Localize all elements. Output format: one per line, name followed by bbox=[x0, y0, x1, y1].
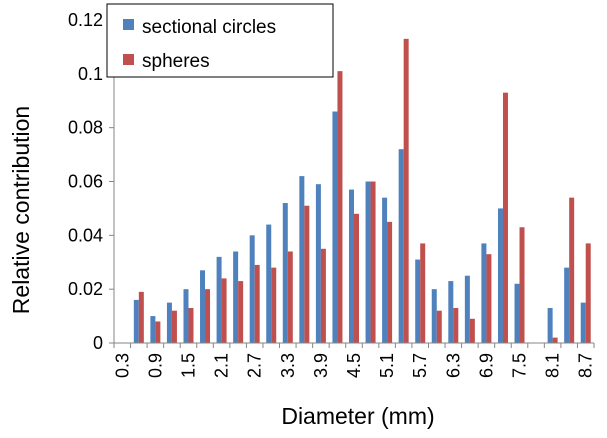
bar-sectional-circles-8.7 bbox=[580, 302, 586, 344]
y-tick-label: 0.04 bbox=[68, 225, 103, 245]
bar-spheres-4.8 bbox=[370, 181, 376, 343]
bar-sectional-circles-6.6 bbox=[464, 275, 470, 343]
x-tick-label: 6.9 bbox=[476, 353, 496, 378]
bar-sectional-circles-1.2 bbox=[166, 302, 172, 344]
x-tick-label: 7.5 bbox=[510, 353, 530, 378]
bar-spheres-5.1 bbox=[387, 221, 393, 344]
bar-sectional-circles-3.9 bbox=[315, 184, 321, 343]
bar-spheres-3.6 bbox=[304, 205, 310, 343]
bar-sectional-circles-4.5 bbox=[349, 189, 354, 343]
legend-swatch-spheres bbox=[123, 54, 134, 65]
bar-spheres-0.6 bbox=[138, 291, 144, 343]
x-tick-labels: 0.3 0.9 1.5 2.1 2.7 3.3 3.9 4.5 5.1 5.7 6.3 6.9 7.5 8… bbox=[112, 353, 595, 378]
bar-spheres-8.7 bbox=[585, 243, 591, 343]
bar-sectional-circles-5.4 bbox=[398, 149, 404, 343]
bar-spheres-3.0 bbox=[271, 267, 277, 343]
bar-spheres-6.6 bbox=[469, 318, 475, 343]
bar-spheres-7.2 bbox=[502, 92, 508, 343]
bar-spheres-1.2 bbox=[171, 310, 177, 343]
x-tick-label: 8.7 bbox=[576, 353, 596, 378]
x-tick-label: 0.9 bbox=[145, 353, 165, 378]
bar-spheres-4.2 bbox=[337, 71, 343, 343]
bar-spheres-5.7 bbox=[420, 243, 426, 343]
bar-sectional-circles-6.0 bbox=[431, 289, 437, 343]
bar-sectional-circles-8.1 bbox=[547, 308, 553, 343]
x-tick-label: 5.7 bbox=[410, 353, 430, 378]
x-tick-label: 3.9 bbox=[311, 353, 331, 378]
legend-label-sectional-circles: sectional circles bbox=[142, 17, 276, 38]
bar-sectional-circles-2.4 bbox=[233, 251, 239, 343]
bar-spheres-7.5 bbox=[519, 227, 525, 343]
y-tick-label: 0.08 bbox=[68, 118, 103, 138]
bar-sectional-circles-8.4 bbox=[564, 267, 570, 343]
bar-spheres-1.8 bbox=[205, 289, 211, 343]
bar-spheres-6.0 bbox=[436, 310, 442, 343]
x-tick-label: 2.7 bbox=[245, 353, 265, 378]
bar-sectional-circles-5.7 bbox=[415, 259, 421, 343]
bar-sectional-circles-4.8 bbox=[365, 181, 371, 343]
bar-sectional-circles-1.5 bbox=[183, 289, 189, 343]
y-axis-title: Relative contribution bbox=[8, 106, 34, 314]
axes-group bbox=[109, 18, 595, 348]
bar-sectional-circles-3.6 bbox=[299, 176, 305, 343]
y-tick-label: 0.1 bbox=[78, 64, 103, 84]
x-tick-label: 3.3 bbox=[278, 353, 298, 378]
bar-spheres-2.4 bbox=[238, 281, 244, 343]
bar-spheres-6.9 bbox=[486, 254, 492, 343]
bar-sectional-circles-7.5 bbox=[514, 283, 520, 343]
legend-box bbox=[106, 3, 334, 78]
bar-spheres-6.3 bbox=[453, 308, 459, 343]
bar-spheres-3.9 bbox=[320, 248, 326, 343]
bar-sectional-circles-5.1 bbox=[382, 197, 388, 343]
bar-spheres-2.1 bbox=[221, 278, 227, 343]
bar-sectional-circles-7.2 bbox=[497, 208, 503, 343]
bar-sectional-circles-3.0 bbox=[266, 224, 272, 343]
bar-sectional-circles-0.6 bbox=[133, 299, 139, 343]
bar-spheres-4.5 bbox=[354, 213, 359, 343]
bar-sectional-circles-6.3 bbox=[448, 281, 454, 343]
y-tick-label: 0 bbox=[93, 333, 103, 353]
bar-sectional-circles-6.9 bbox=[481, 243, 487, 343]
bar-sectional-circles-2.1 bbox=[216, 256, 222, 343]
x-tick-label: 0.3 bbox=[112, 353, 132, 378]
bar-spheres-2.7 bbox=[254, 264, 260, 343]
bar-spheres-5.4 bbox=[403, 38, 409, 344]
legend-label-spheres: spheres bbox=[142, 51, 210, 72]
bar-sectional-circles-2.7 bbox=[249, 235, 255, 343]
bar-spheres-8.4 bbox=[569, 197, 575, 343]
bar-sectional-circles-1.8 bbox=[200, 270, 206, 343]
bar-spheres-3.3 bbox=[287, 251, 293, 343]
legend-swatch-sectional-circles bbox=[123, 19, 134, 30]
bar-sectional-circles-0.9 bbox=[150, 316, 156, 343]
bars-group bbox=[133, 38, 591, 344]
x-tick-label: 8.1 bbox=[543, 353, 563, 378]
x-tick-label: 2.1 bbox=[212, 353, 232, 378]
bar-spheres-8.1 bbox=[552, 337, 558, 343]
bar-sectional-circles-4.2 bbox=[332, 111, 338, 344]
legend: sectional circles spheres bbox=[106, 3, 334, 78]
x-tick-label: 4.5 bbox=[344, 353, 364, 378]
bar-spheres-0.9 bbox=[155, 321, 161, 343]
x-axis-title: Diameter (mm) bbox=[281, 403, 434, 429]
y-tick-label: 0.02 bbox=[68, 279, 103, 299]
x-tick-label: 6.3 bbox=[443, 353, 463, 378]
bar-sectional-circles-3.3 bbox=[282, 203, 288, 343]
y-tick-label: 0.12 bbox=[68, 10, 103, 30]
x-tick-label: 1.5 bbox=[178, 353, 198, 378]
bar-spheres-1.5 bbox=[188, 308, 194, 343]
y-tick-labels: 0 0.02 0.04 0.06 0.08 0.1 0.12 bbox=[68, 10, 103, 353]
y-tick-label: 0.06 bbox=[68, 172, 103, 192]
x-tick-label: 5.1 bbox=[377, 353, 397, 378]
